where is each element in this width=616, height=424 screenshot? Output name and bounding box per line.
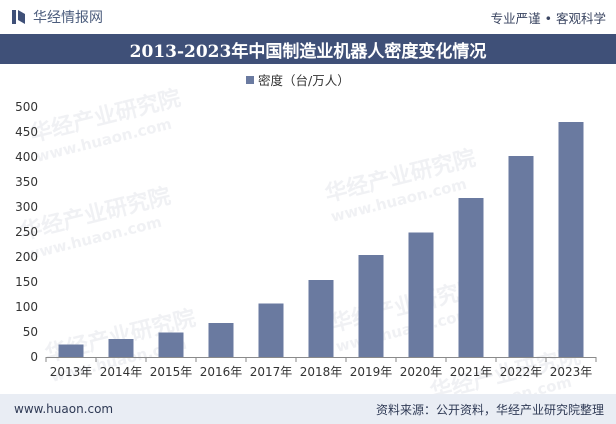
x-tick-label: 2014年 bbox=[100, 365, 143, 379]
slogan: 专业严谨 • 客观科学 bbox=[490, 10, 606, 26]
y-tick-label: 250 bbox=[15, 225, 38, 239]
y-tick-label: 100 bbox=[15, 300, 38, 314]
bar bbox=[558, 122, 584, 357]
top-bar: 华经情报网 专业严谨 • 客观科学 bbox=[0, 0, 616, 34]
legend-swatch bbox=[246, 76, 254, 84]
x-tick-label: 2015年 bbox=[150, 365, 193, 379]
y-tick-label: 450 bbox=[15, 125, 38, 139]
y-tick-label: 200 bbox=[15, 250, 38, 264]
bar bbox=[208, 323, 234, 357]
y-tick-label: 150 bbox=[15, 275, 38, 289]
x-tick-label: 2020年 bbox=[400, 365, 443, 379]
chart-title: 2013-2023年中国制造业机器人密度变化情况 bbox=[0, 34, 616, 64]
x-tick-label: 2013年 bbox=[50, 365, 93, 379]
bar bbox=[308, 280, 334, 357]
x-tick-label: 2022年 bbox=[500, 365, 543, 379]
x-tick-label: 2023年 bbox=[550, 365, 593, 379]
y-tick-label: 400 bbox=[15, 150, 38, 164]
y-tick-label: 50 bbox=[23, 325, 38, 339]
bar bbox=[458, 198, 484, 357]
x-tick-label: 2016年 bbox=[200, 365, 243, 379]
footer-source: 资料来源：公开资料，华经产业研究院整理 bbox=[375, 402, 604, 417]
bar bbox=[358, 255, 384, 357]
x-tick-label: 2021年 bbox=[450, 365, 493, 379]
brand[interactable]: 华经情报网 bbox=[12, 7, 103, 27]
y-tick-label: 300 bbox=[15, 200, 38, 214]
bar bbox=[508, 156, 534, 357]
bar-chart: 密度（台/万人） 0 50 100 150 200 250 300 350 400 450 500 20… bbox=[15, 73, 597, 379]
y-tick-label: 500 bbox=[15, 100, 38, 114]
bar bbox=[258, 303, 284, 357]
bar bbox=[58, 344, 84, 357]
bar bbox=[158, 332, 184, 357]
footer: www.huaon.com 资料来源：公开资料，华经产业研究院整理 bbox=[0, 394, 616, 424]
bar bbox=[408, 232, 434, 357]
footer-website[interactable]: www.huaon.com bbox=[14, 402, 114, 416]
bar bbox=[108, 339, 134, 357]
x-tick-label: 2017年 bbox=[250, 365, 293, 379]
x-tick-label: 2018年 bbox=[300, 365, 343, 379]
y-tick-label: 0 bbox=[30, 350, 38, 364]
x-tick-label: 2019年 bbox=[350, 365, 393, 379]
legend-label: 密度（台/万人） bbox=[258, 73, 350, 88]
y-tick-label: 350 bbox=[15, 175, 38, 189]
brand-logo-icon bbox=[12, 10, 25, 24]
brand-name: 华经情报网 bbox=[33, 10, 103, 26]
